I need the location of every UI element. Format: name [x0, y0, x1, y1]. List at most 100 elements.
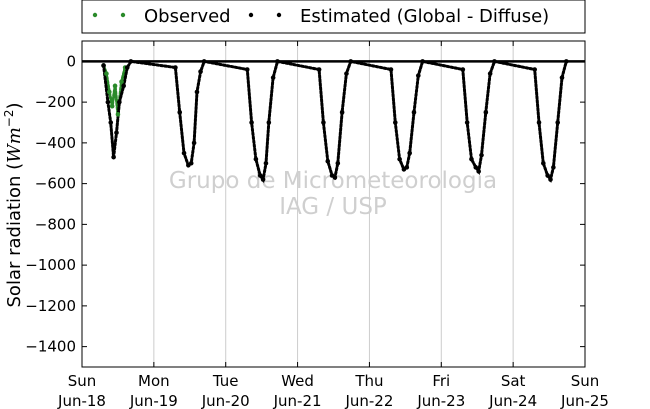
series-1-point-5: [117, 99, 122, 105]
series-1-point-7: [124, 65, 130, 70]
series-1-point-14: [191, 140, 197, 146]
series-1-point-25: [270, 75, 276, 80]
y-axis-title-exponent: −2: [2, 110, 16, 128]
y-tick-label-0: 0: [66, 52, 76, 70]
series-1-point-48: [473, 165, 479, 170]
series-1-point-62: [564, 59, 569, 64]
series-0-point-4: [112, 83, 118, 89]
x-tick-label-day-4: Thu: [354, 372, 383, 390]
series-0-point-5: [115, 112, 121, 117]
grid-lines: [153, 41, 514, 367]
series-1-point-52: [487, 71, 493, 76]
plot-frame: [81, 40, 586, 368]
y-axis-title: Solar radiation (Wm−2): [2, 102, 25, 307]
x-tick-label-day-5: Fri: [432, 372, 450, 390]
y-tick-label-7: −1400: [25, 338, 76, 356]
legend-estimated-marker-2: [276, 12, 282, 18]
x-tick-label-day-2: Tue: [212, 372, 239, 390]
series-0-point-3: [109, 103, 115, 109]
series-1-point-44: [420, 59, 425, 64]
series-1-point-13: [188, 160, 194, 166]
watermark: Grupo de Micrometeorologia IAG / USP: [169, 168, 497, 220]
x-tick-label-date-3: Jun-21: [273, 392, 322, 409]
series-1-point-45: [460, 67, 466, 72]
data-points: [101, 59, 569, 182]
y-axis-title-prefix: Solar radiation (: [4, 163, 25, 308]
series-1-point-59: [551, 165, 556, 170]
legend-observed-marker-2: [120, 12, 126, 18]
series-1-point-40: [404, 165, 410, 170]
series-1-point-18: [244, 67, 250, 72]
watermark-line-2: IAG / USP: [279, 194, 387, 220]
y-axis-title-unit: Wm: [4, 127, 25, 163]
data-curves: [102, 59, 568, 184]
x-tick-label-date-4: Jun-22: [344, 392, 393, 409]
series-1-point-19: [249, 120, 254, 125]
legend-observed-marker-1: [92, 12, 98, 18]
y-tick-label-5: −1000: [25, 256, 76, 274]
x-tick-label-date-0: Jun-18: [57, 392, 106, 409]
series-1-point-57: [545, 173, 550, 178]
series-1-point-3: [111, 154, 116, 160]
series-1-point-21: [257, 173, 263, 178]
series-0-point-2: [107, 89, 112, 95]
series-1-point-49: [476, 169, 481, 174]
series-1-point-51: [483, 110, 489, 115]
series-1-point-42: [411, 110, 417, 115]
x-tick-label-date-7: Jun-25: [560, 392, 609, 409]
series-1-point-8: [128, 59, 134, 64]
series-1-point-46: [464, 120, 470, 125]
series-1-point-38: [397, 156, 402, 162]
x-tick-label-day-6: Sat: [501, 372, 526, 390]
y-tick-label-4: −800: [35, 215, 76, 233]
series-1-point-35: [348, 59, 354, 64]
series-1-point-58: [548, 177, 553, 182]
series-1-point-22: [260, 177, 266, 182]
legend-observed-label: Observed: [144, 6, 231, 27]
series-1-point-34: [344, 71, 349, 76]
series-1-point-33: [339, 110, 345, 115]
y-tick-label-6: −1200: [25, 297, 76, 315]
series-1-point-23: [263, 160, 269, 166]
series-1-point-26: [275, 59, 280, 64]
x-tick-label-day-7: Sun: [571, 372, 600, 390]
x-tick-label-date-6: Jun-24: [488, 392, 537, 409]
series-1-point-54: [532, 67, 537, 72]
series-1-point-56: [541, 160, 546, 166]
series-1-point-10: [177, 110, 183, 115]
series-1-point-37: [392, 120, 398, 125]
series-1-curve: [102, 59, 568, 184]
series-1-point-2: [108, 120, 114, 125]
legend-estimated-label: Estimated (Global - Diffuse): [300, 6, 549, 27]
series-1-point-43: [415, 73, 421, 78]
x-axis: Sun Jun-18 Mon Jun-19 Tue Jun-20 Wed Jun-21 Thu J…: [57, 41, 609, 409]
series-1-point-47: [469, 156, 474, 162]
series-1-point-41: [407, 150, 412, 156]
watermark-line-1: Grupo de Micrometeorologia: [169, 168, 497, 194]
series-1-point-61: [559, 75, 565, 80]
series-0-curve: [102, 64, 127, 115]
series-1-point-16: [198, 69, 203, 74]
series-1-point-11: [181, 150, 187, 156]
series-1-point-1: [105, 99, 111, 105]
series-0-point-6: [119, 79, 124, 85]
series-1-point-32: [335, 160, 341, 166]
series-1-point-36: [388, 67, 394, 72]
y-axis-title-suffix: ): [4, 102, 25, 109]
series-1-point-53: [492, 59, 497, 64]
series-1-point-0: [101, 63, 106, 68]
x-tick-label-day-3: Wed: [281, 372, 314, 390]
y-tick-label-3: −600: [35, 175, 76, 193]
series-1-point-20: [253, 156, 259, 162]
x-tick-label-day-0: Sun: [68, 372, 97, 390]
series-1-point-6: [121, 83, 126, 89]
x-tick-label-date-2: Jun-20: [201, 392, 250, 409]
series-1-point-27: [316, 67, 322, 72]
x-tick-label-date-5: Jun-23: [416, 392, 465, 409]
series-1-point-60: [555, 120, 560, 125]
series-1-point-50: [479, 152, 484, 158]
series-1-point-28: [321, 120, 326, 125]
series-1-point-17: [201, 59, 207, 64]
series-1-point-9: [173, 65, 178, 70]
